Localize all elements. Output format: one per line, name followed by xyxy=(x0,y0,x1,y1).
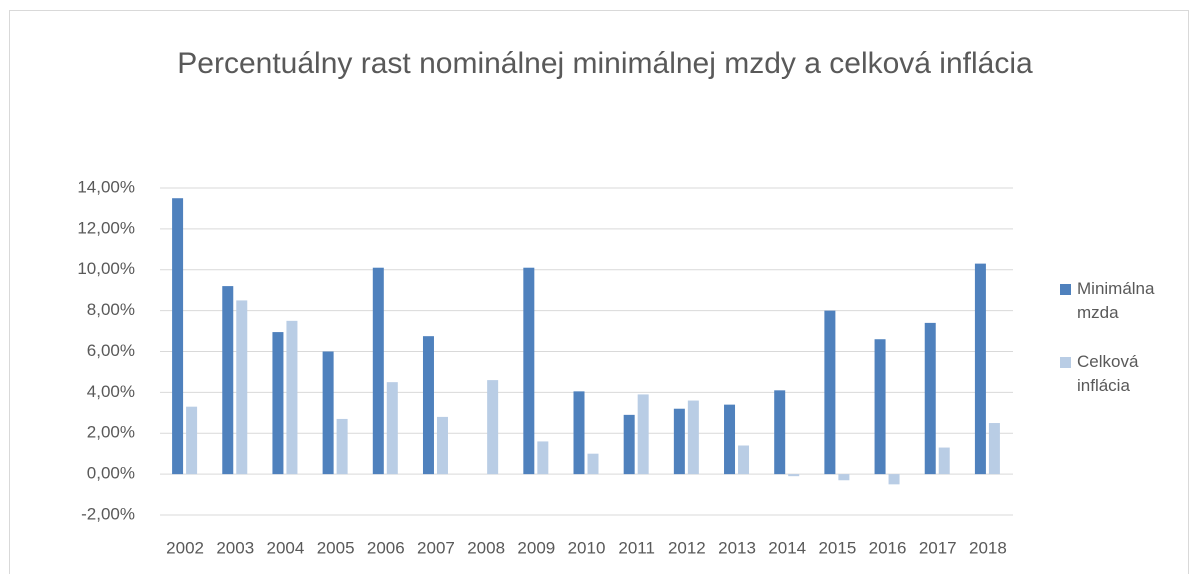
x-tick-label: 2018 xyxy=(969,538,1007,557)
x-tick-label: 2016 xyxy=(869,538,907,557)
bar xyxy=(537,441,549,475)
x-tick-label: 2005 xyxy=(317,538,355,557)
bar xyxy=(888,474,900,485)
x-tick-label: 2003 xyxy=(216,538,254,557)
legend-label: Minimálna mzda xyxy=(1077,279,1155,322)
y-tick-label: 0,00% xyxy=(87,464,135,483)
x-tick-label: 2004 xyxy=(267,538,305,557)
bar xyxy=(774,390,786,475)
bar xyxy=(523,267,535,475)
bar xyxy=(436,416,448,475)
y-tick-label: 6,00% xyxy=(87,341,135,360)
bar xyxy=(573,391,585,475)
bar xyxy=(236,300,248,475)
x-tick-label: 2010 xyxy=(568,538,606,557)
x-tick-label: 2012 xyxy=(668,538,706,557)
bar xyxy=(988,423,1000,475)
x-tick-label: 2014 xyxy=(768,538,806,557)
bar xyxy=(172,198,184,475)
y-tick-label: 14,00% xyxy=(77,177,135,196)
legend-swatch xyxy=(1060,357,1071,368)
bar xyxy=(322,351,334,475)
x-tick-label: 2015 xyxy=(818,538,856,557)
legend-label: Celková inflácia xyxy=(1077,352,1139,395)
bar xyxy=(222,286,234,475)
bar xyxy=(286,320,298,475)
chart-title: Percentuálny rast nominálnej minimálnej … xyxy=(177,47,1033,80)
bar xyxy=(687,400,699,475)
bar xyxy=(336,418,348,475)
bar xyxy=(272,332,284,475)
bar xyxy=(487,380,499,475)
bar xyxy=(938,447,950,475)
bar xyxy=(637,394,649,475)
y-tick-label: 4,00% xyxy=(87,382,135,401)
x-tick-label: 2011 xyxy=(618,538,655,557)
x-tick-label: 2007 xyxy=(417,538,455,557)
x-tick-label: 2002 xyxy=(166,538,204,557)
bar xyxy=(788,474,800,477)
x-tick-label: 2008 xyxy=(467,538,505,557)
bar xyxy=(738,445,750,475)
bar xyxy=(587,453,599,475)
bar xyxy=(372,267,384,475)
bar xyxy=(673,408,685,475)
bar xyxy=(422,336,434,475)
x-tick-label: 2013 xyxy=(718,538,756,557)
y-tick-label: 12,00% xyxy=(77,218,135,237)
bar xyxy=(724,404,736,475)
bar xyxy=(386,382,398,475)
bar xyxy=(623,414,635,475)
x-tick-label: 2006 xyxy=(367,538,405,557)
bar xyxy=(186,406,198,475)
legend-swatch xyxy=(1060,284,1071,295)
y-tick-label: 10,00% xyxy=(77,259,135,278)
bar xyxy=(924,322,936,475)
bar xyxy=(838,474,850,481)
bar xyxy=(874,339,886,475)
bar xyxy=(974,263,986,475)
chart-border xyxy=(9,10,1189,574)
x-tick-label: 2009 xyxy=(517,538,555,557)
x-tick-label: 2017 xyxy=(919,538,957,557)
y-tick-label: 8,00% xyxy=(87,300,135,319)
y-tick-label: 2,00% xyxy=(87,423,135,442)
bar xyxy=(824,310,836,475)
y-tick-label: -2,00% xyxy=(81,504,135,523)
